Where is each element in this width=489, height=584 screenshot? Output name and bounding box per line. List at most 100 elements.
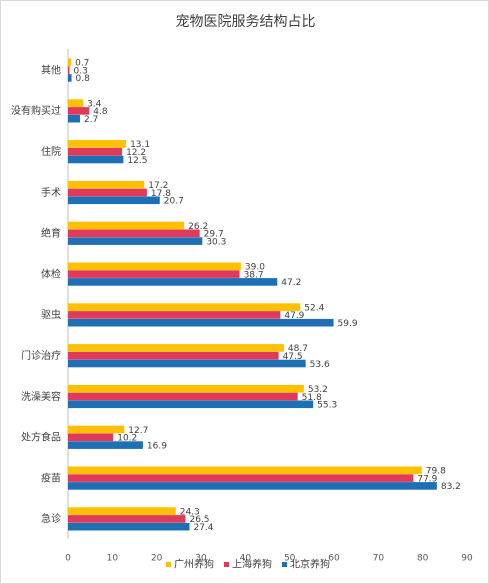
bar: [68, 270, 240, 278]
bar: [68, 351, 279, 360]
data-label: 13.1: [130, 140, 150, 150]
category-label: 手术: [41, 186, 61, 199]
data-label: 38.7: [244, 270, 264, 280]
bar: [68, 155, 124, 164]
category-label: 没有购买过: [11, 104, 61, 117]
bar: [68, 441, 143, 449]
x-tick-label: 50: [284, 554, 296, 564]
x-tick-label: 20: [151, 554, 163, 564]
data-label: 53.2: [308, 385, 328, 395]
data-label: 16.9: [147, 441, 167, 451]
chart-title: 宠物医院服务结构占比: [175, 14, 316, 30]
bar: [68, 221, 185, 230]
bar: [68, 229, 200, 238]
x-tick-label: 70: [373, 554, 385, 564]
legend-label: 上海养狗: [232, 558, 272, 571]
legend-swatch: [282, 562, 287, 567]
x-tick-label: 60: [328, 554, 340, 564]
category-label: 门诊治疗: [21, 349, 61, 362]
category-label: 疫苗: [41, 471, 61, 484]
data-label: 20.7: [164, 197, 184, 207]
data-label: 77.9: [417, 474, 437, 484]
data-label: 53.6: [310, 360, 330, 370]
data-label: 48.7: [288, 344, 308, 354]
data-label: 27.4: [193, 523, 213, 533]
legend-label: 北京养狗: [290, 558, 330, 571]
data-label: 29.7: [204, 230, 224, 240]
bar: [68, 99, 84, 107]
category-label: 急诊: [41, 512, 61, 525]
data-label: 17.2: [148, 181, 168, 191]
data-label: 0.3: [74, 66, 88, 76]
bar: [68, 344, 284, 352]
bar: [68, 400, 314, 409]
bar: [68, 522, 190, 531]
x-tick-label: 30: [195, 554, 207, 564]
data-label: 55.3: [317, 401, 337, 411]
data-label: 0.8: [76, 74, 91, 84]
data-label: 24.3: [180, 507, 200, 517]
data-label: 51.8: [302, 393, 322, 403]
bar: [68, 466, 422, 475]
x-tick-label: 40: [240, 554, 252, 564]
data-label: 12.2: [126, 148, 146, 158]
data-label: 17.8: [151, 189, 171, 199]
data-label: 3.4: [87, 99, 102, 109]
data-label: 12.7: [128, 426, 148, 436]
bar: [68, 237, 203, 245]
category-label: 处方食品: [21, 431, 61, 444]
category-label: 洗澡美容: [21, 390, 61, 403]
bar: [68, 311, 281, 319]
bar: [68, 507, 176, 515]
x-tick-label: 10: [107, 554, 119, 564]
bar: [68, 482, 437, 490]
data-label: 26.5: [189, 515, 209, 525]
bar: [68, 66, 70, 74]
data-label: 0.7: [75, 59, 89, 69]
data-label: 39.0: [245, 263, 265, 273]
bar: [68, 359, 306, 368]
legend-swatch: [166, 562, 171, 567]
category-label: 绝育: [41, 227, 61, 240]
bar: [68, 433, 114, 442]
bar: [68, 180, 145, 189]
bar: [68, 515, 186, 523]
category-label: 驱虫: [41, 309, 61, 321]
data-label: 2.7: [84, 115, 98, 125]
bar: [68, 114, 80, 123]
bar: [68, 107, 90, 115]
legend-swatch: [224, 562, 229, 567]
x-tick-label: 80: [417, 554, 429, 564]
bar: [68, 74, 72, 82]
data-label: 47.9: [284, 311, 304, 321]
data-label: 83.2: [441, 482, 461, 492]
bar: [68, 384, 304, 393]
bar: [68, 262, 241, 271]
data-label: 10.2: [117, 434, 137, 444]
data-label: 59.9: [338, 319, 358, 329]
data-label: 30.3: [206, 237, 226, 247]
bar: [68, 140, 127, 148]
data-label: 47.5: [283, 352, 303, 362]
x-tick-label: 90: [461, 554, 473, 564]
bar: [68, 196, 160, 205]
data-label: 79.8: [426, 467, 446, 477]
bar: [68, 425, 125, 434]
bar: [68, 303, 301, 311]
x-tick-label: 0: [65, 554, 71, 564]
category-label: 住院: [41, 145, 61, 158]
data-label: 4.8: [93, 107, 108, 117]
legend-label: 广州养狗: [174, 558, 214, 571]
data-label: 52.4: [304, 303, 324, 313]
category-label: 体检: [41, 267, 61, 280]
bar: [68, 188, 147, 197]
category-label: 其他: [41, 63, 61, 76]
bar: [68, 58, 72, 67]
data-label: 12.5: [127, 156, 147, 166]
bar: [68, 147, 123, 156]
bar: [68, 318, 334, 327]
bar: [68, 392, 298, 401]
bar: [68, 278, 278, 286]
